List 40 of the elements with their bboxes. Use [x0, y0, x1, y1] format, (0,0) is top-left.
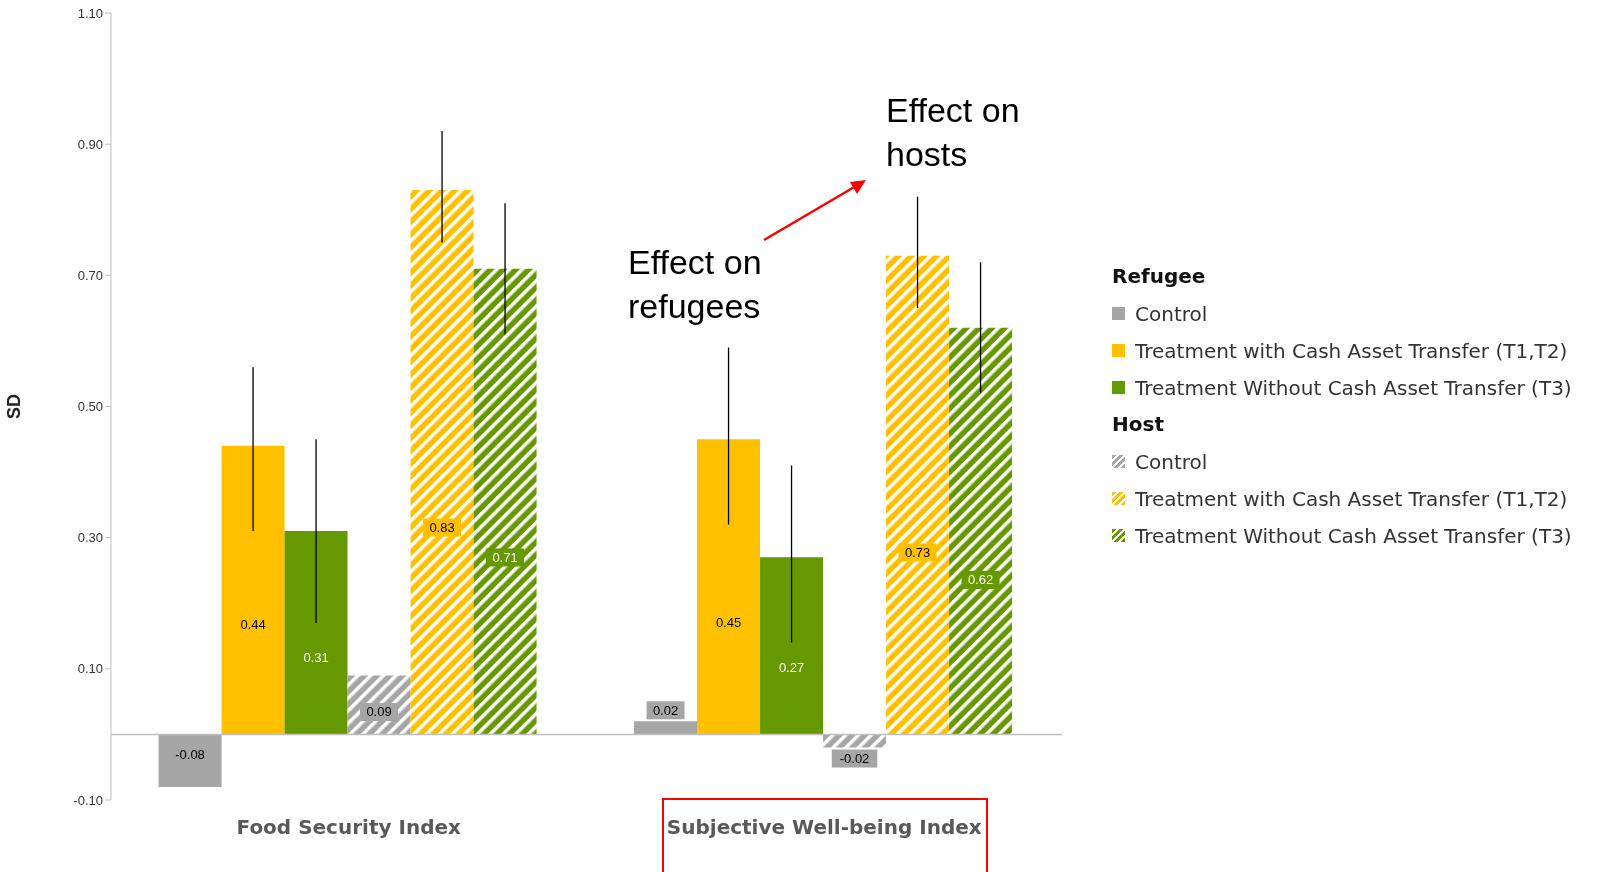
annotation: Effect on hosts — [886, 90, 1021, 175]
data-label: 0.27 — [778, 659, 805, 675]
legend-label: Treatment with Cash Asset Transfer (T1,T2) — [1135, 338, 1568, 363]
y-tick-label: 0.70 — [77, 267, 103, 283]
data-label: 0.09 — [366, 704, 392, 720]
data-label: 0.44 — [240, 617, 266, 633]
annotation: Effect on refugees — [628, 242, 763, 327]
bar — [473, 268, 537, 735]
y-tick-label: 0.10 — [77, 661, 103, 677]
data-label: -0.08 — [175, 746, 205, 762]
data-label: 0.71 — [492, 549, 518, 565]
legend-label: Treatment with Cash Asset Transfer (T1,T2) — [1135, 486, 1568, 511]
bar — [760, 557, 824, 735]
bar — [886, 255, 950, 735]
legend-label: Treatment Without Cash Asset Transfer (T3) — [1135, 375, 1572, 400]
y-tick-label: 0.90 — [77, 136, 103, 152]
text: Host — [1112, 411, 1165, 438]
legend-label: Control — [1135, 449, 1208, 474]
data-label: 0.02 — [652, 702, 679, 718]
y-axis-title: SD — [4, 393, 25, 420]
data-label: 0.62 — [967, 572, 994, 588]
data-label: -0.02 — [839, 751, 870, 767]
bar — [221, 445, 285, 735]
x-tick-label: Subjective Well-being Index — [666, 815, 982, 840]
bar — [410, 190, 474, 735]
bar — [284, 531, 348, 735]
x-tick-label: Food Security Index — [236, 815, 462, 840]
y-tick-label: -0.10 — [73, 792, 103, 808]
legend-label: Control — [1135, 301, 1208, 326]
bar — [949, 327, 1013, 735]
data-label: 0.45 — [715, 614, 742, 630]
bar — [697, 439, 761, 735]
data-label: 0.73 — [904, 544, 931, 560]
data-label: 0.31 — [303, 649, 329, 665]
y-tick-label: 1.10 — [77, 5, 103, 21]
data-label: 0.83 — [429, 520, 455, 536]
y-tick-label: 0.30 — [77, 530, 103, 546]
legend-label: Treatment Without Cash Asset Transfer (T3) — [1135, 523, 1572, 548]
text: Refugee — [1112, 263, 1207, 290]
y-tick-label: 0.50 — [77, 399, 103, 415]
